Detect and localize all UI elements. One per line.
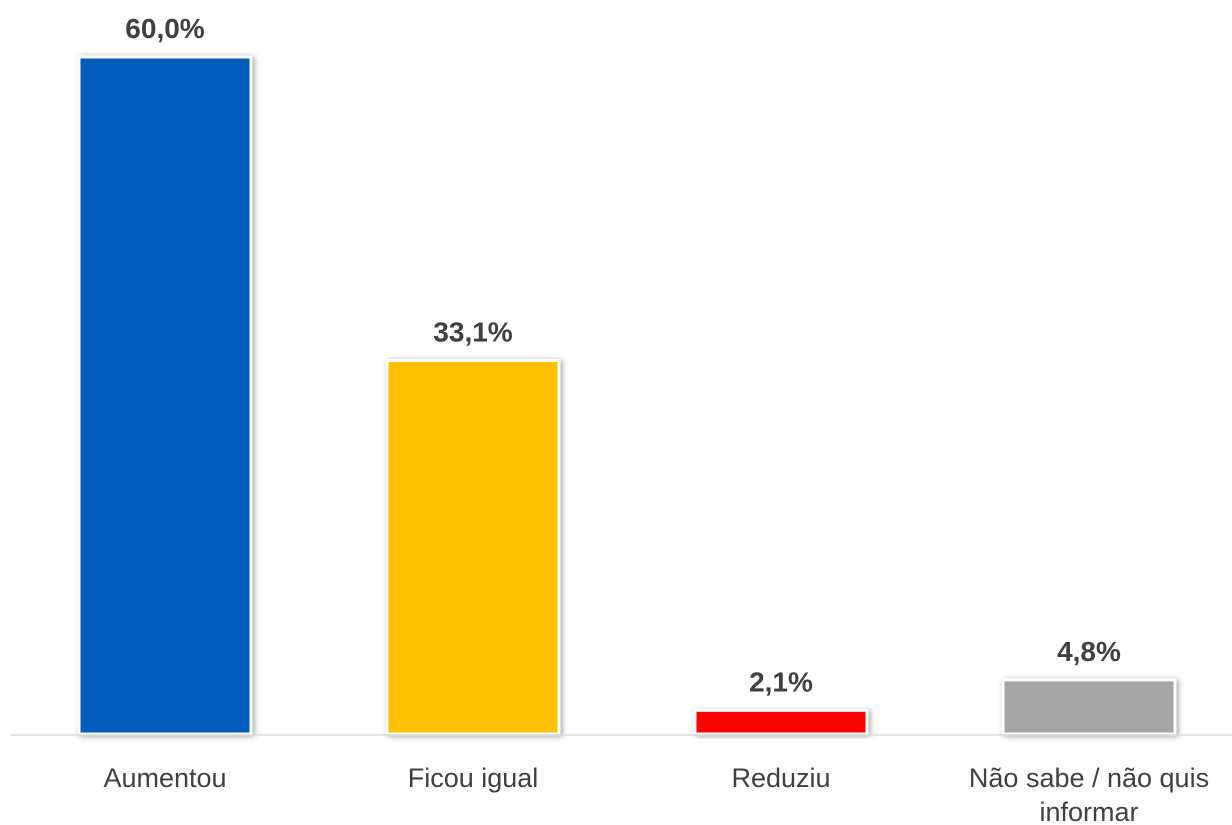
bar-1 xyxy=(385,359,561,736)
category-labels-group: Aumentou Ficou igual Reduziu Não sabe / não… xyxy=(103,763,1209,825)
value-label-2: 2,1% xyxy=(749,666,813,697)
bar-3 xyxy=(1001,678,1177,736)
category-label-0: Aumentou xyxy=(103,763,226,793)
category-label-line: informar xyxy=(1039,797,1138,825)
bars-group xyxy=(77,55,1177,736)
category-label-3: Não sabe / não quis informar xyxy=(969,763,1209,825)
value-label-0: 60,0% xyxy=(125,13,204,44)
bar-0 xyxy=(77,55,253,736)
category-label-line: Aumentou xyxy=(103,763,226,793)
bar-2 xyxy=(693,708,869,736)
value-label-1: 33,1% xyxy=(433,317,512,348)
category-label-2: Reduziu xyxy=(731,763,830,793)
value-labels-group: 60,0% 33,1% 2,1% 4,8% xyxy=(125,13,1121,697)
value-label-3: 4,8% xyxy=(1057,636,1121,667)
category-label-1: Ficou igual xyxy=(408,763,539,793)
category-label-line: Reduziu xyxy=(731,763,830,793)
category-label-line: Não sabe / não quis xyxy=(969,763,1209,793)
category-label-line: Ficou igual xyxy=(408,763,539,793)
